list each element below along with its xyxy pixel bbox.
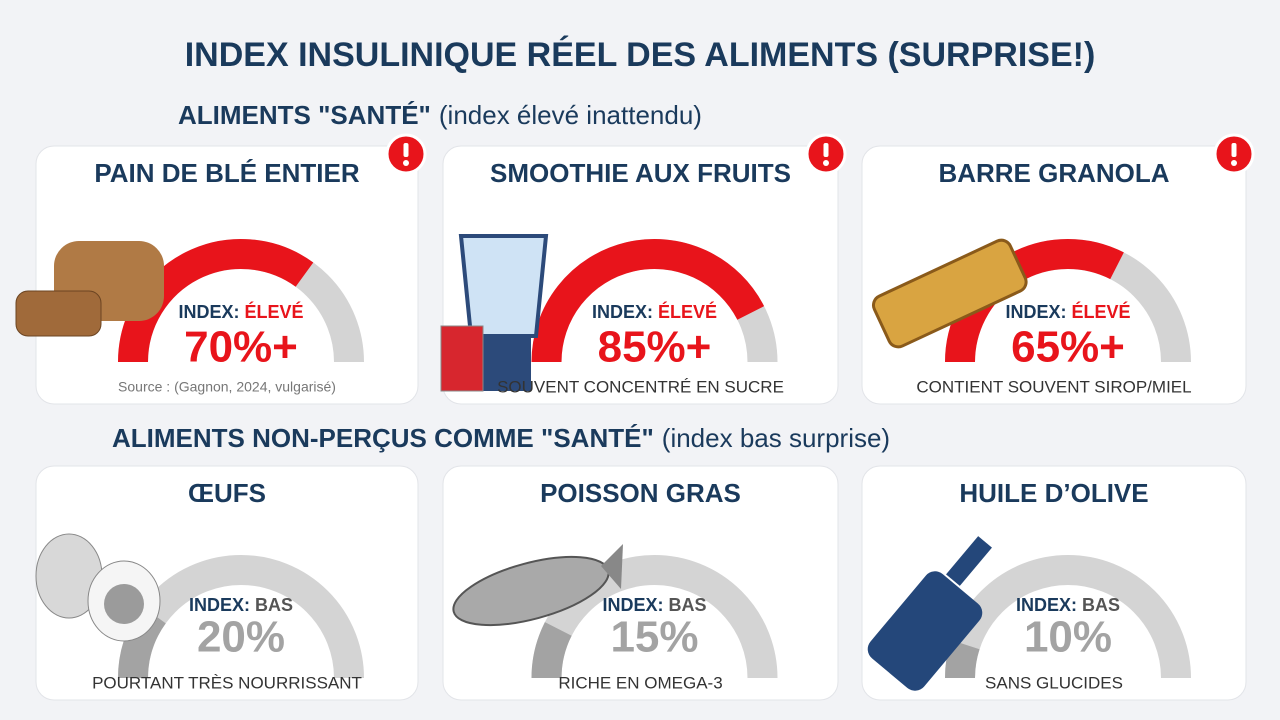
index-level: ÉLEVÉ: [1071, 301, 1130, 322]
heading-bold: ALIMENTS NON-PERÇUS COMME "SANTÉ": [112, 423, 654, 453]
index-value: 70%+: [184, 323, 298, 372]
heading-sub: (index élevé inattendu): [439, 100, 702, 130]
bread-slice: [15, 290, 102, 337]
bottle-icon: [867, 571, 983, 691]
index-value: 10%: [1024, 613, 1112, 662]
index-value: 20%: [197, 613, 285, 662]
page-title: INDEX INSULINIQUE RÉEL DES ALIMENTS (SUR…: [185, 36, 1096, 74]
card-note: SOUVENT CONCENTRÉ EN SUCRE: [497, 377, 784, 396]
gauge-value: [118, 239, 314, 363]
blender-base: [481, 336, 531, 391]
section-heading: ALIMENTS "SANTÉ" (index élevé inattendu): [178, 100, 702, 130]
heading-bold: ALIMENTS "SANTÉ": [178, 100, 431, 130]
warning-dot: [1231, 160, 1237, 166]
index-label: INDEX:: [1016, 595, 1077, 615]
index-line: INDEX: ÉLEVÉ: [1005, 301, 1130, 322]
index-level: ÉLEVÉ: [244, 301, 303, 322]
card-title: HUILE D’OLIVE: [959, 478, 1148, 508]
index-label: INDEX:: [592, 302, 653, 322]
index-label: INDEX:: [1005, 302, 1066, 322]
card-title: POISSON GRAS: [540, 478, 741, 508]
index-line: INDEX: BAS: [602, 595, 706, 615]
index-label: INDEX:: [178, 302, 239, 322]
warning-bar: [1231, 143, 1237, 157]
index-label: INDEX:: [602, 595, 663, 615]
index-value: 85%+: [598, 323, 712, 372]
index-level: BAS: [669, 595, 707, 615]
fish-tail: [601, 544, 623, 589]
card-title: BARRE GRANOLA: [938, 158, 1169, 188]
card-note: RICHE EN OMEGA-3: [558, 673, 722, 692]
index-line: INDEX: BAS: [189, 595, 293, 615]
card-note: SANS GLUCIDES: [985, 673, 1123, 692]
card-note: POURTANT TRÈS NOURRISSANT: [92, 673, 362, 692]
warning-bar: [823, 143, 829, 157]
index-level: ÉLEVÉ: [658, 301, 717, 322]
gauge-value: [531, 239, 765, 363]
warning-bar: [403, 143, 409, 157]
egg-yolk: [104, 584, 144, 624]
warning-dot: [403, 160, 409, 166]
warning-dot: [823, 160, 829, 166]
gauge-value: [531, 622, 572, 679]
heading-sub: (index bas surprise): [662, 423, 890, 453]
card-title: SMOOTHIE AUX FRUITS: [490, 158, 791, 188]
index-line: INDEX: ÉLEVÉ: [592, 301, 717, 322]
glass-icon: [440, 325, 484, 392]
index-line: INDEX: BAS: [1016, 595, 1120, 615]
index-label: INDEX:: [189, 595, 250, 615]
bottle-neck: [946, 536, 992, 586]
blender-icon: [458, 234, 549, 338]
gauge-value: [945, 639, 980, 679]
card-note: CONTIENT SOUVENT SIROP/MIEL: [916, 377, 1191, 396]
card-title: PAIN DE BLÉ ENTIER: [94, 158, 360, 188]
index-level: BAS: [1082, 595, 1120, 615]
card-note: Source : (Gagnon, 2024, vulgarisé): [118, 379, 336, 395]
section-heading: ALIMENTS NON-PERÇUS COMME "SANTÉ" (index …: [112, 423, 890, 453]
index-level: BAS: [255, 595, 293, 615]
index-line: INDEX: ÉLEVÉ: [178, 301, 303, 322]
granola-icon: [871, 238, 1028, 349]
index-value: 65%+: [1011, 323, 1125, 372]
card-title: ŒUFS: [188, 478, 266, 508]
index-value: 15%: [610, 613, 698, 662]
